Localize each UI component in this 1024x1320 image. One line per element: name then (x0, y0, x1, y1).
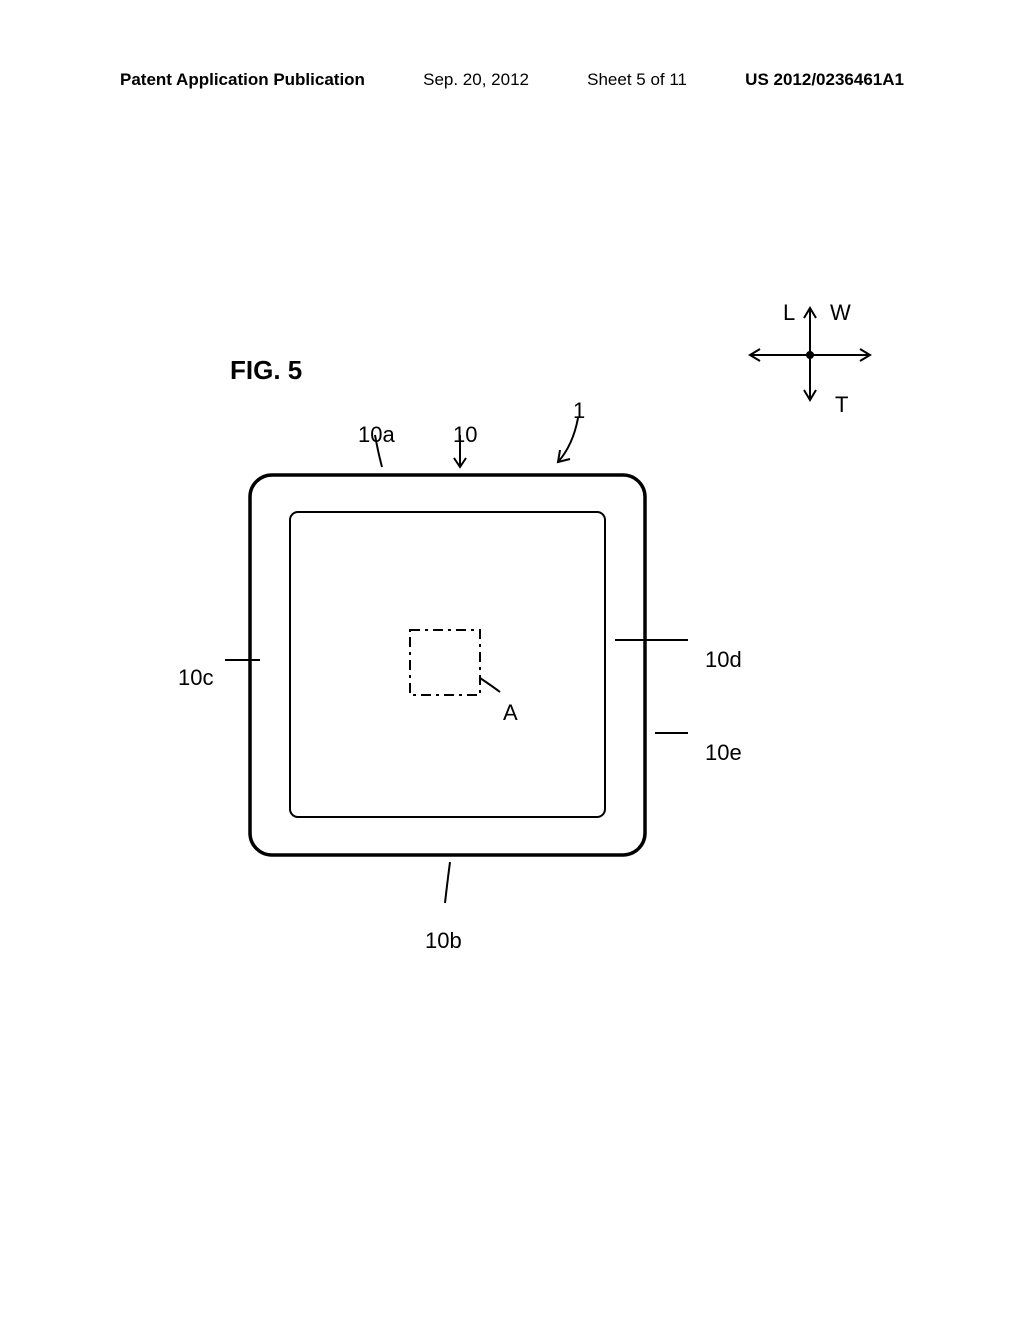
leader-A (480, 678, 500, 692)
label-A: A (503, 700, 518, 726)
axis-W: W (830, 300, 851, 326)
label-1: 1 (573, 398, 585, 424)
axis-T: T (835, 392, 848, 418)
label-10: 10 (453, 422, 477, 448)
center-rect (410, 630, 480, 695)
label-10b: 10b (425, 928, 462, 954)
axis-L: L (783, 300, 795, 326)
leader-1 (558, 418, 578, 462)
inner-rect (290, 512, 605, 817)
label-10d: 10d (705, 647, 742, 673)
label-10c: 10c (178, 665, 213, 691)
outer-rect (250, 475, 645, 855)
figure-label: FIG. 5 (230, 355, 302, 386)
label-10e: 10e (705, 740, 742, 766)
leader-10b (445, 862, 450, 903)
figure-diagram (0, 0, 1024, 1320)
label-10a: 10a (358, 422, 395, 448)
coordinate-axes (750, 308, 870, 400)
